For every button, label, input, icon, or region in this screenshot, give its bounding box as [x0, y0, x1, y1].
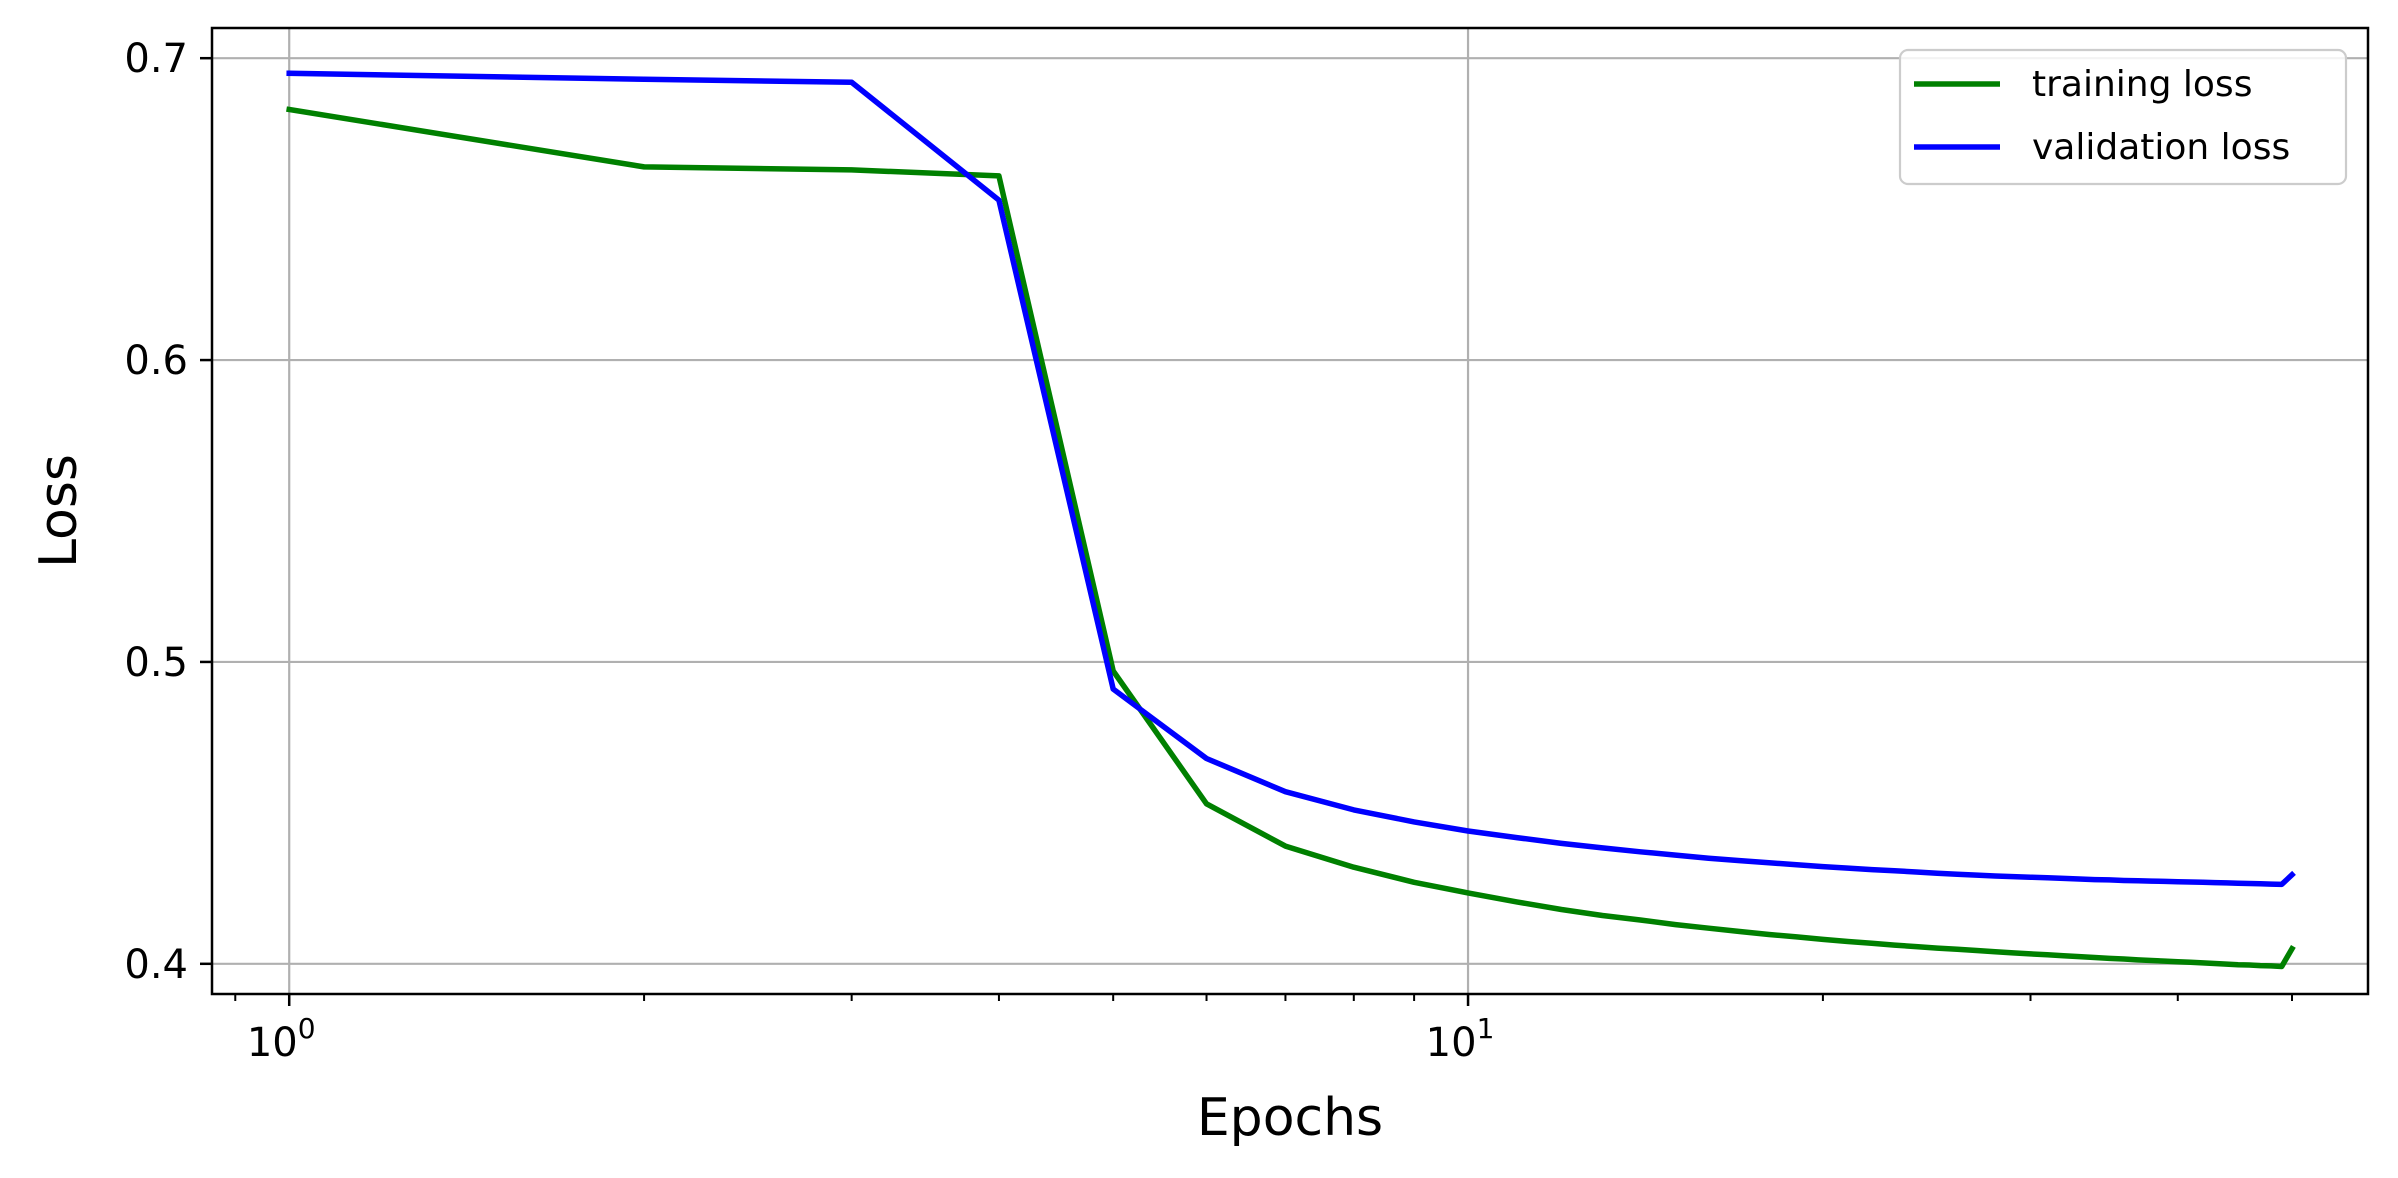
- series-layer: [286, 70, 2296, 970]
- legend: training loss validation loss: [1898, 48, 2348, 186]
- legend-label: training loss: [2032, 64, 2252, 105]
- validation-loss-line: [286, 70, 2296, 888]
- y-tick-label: 0.5: [124, 640, 188, 686]
- x-tick-label: 101: [1426, 1012, 1495, 1066]
- x-tick-label: 100: [247, 1012, 316, 1066]
- plot-frame: [210, 26, 2370, 996]
- legend-box: [1898, 48, 2348, 186]
- y-axis-label: Loss: [29, 454, 89, 568]
- x-axis-label: Epochs: [1197, 1088, 1383, 1148]
- training-loss-line: [286, 106, 2296, 970]
- axis-ticks: 0.4 0.5 0.6 0.7 100 101: [124, 36, 2294, 1066]
- y-tick-label: 0.7: [124, 36, 188, 82]
- y-tick-label: 0.4: [124, 942, 188, 988]
- legend-label: validation loss: [2032, 127, 2290, 168]
- y-tick-label: 0.6: [124, 338, 188, 384]
